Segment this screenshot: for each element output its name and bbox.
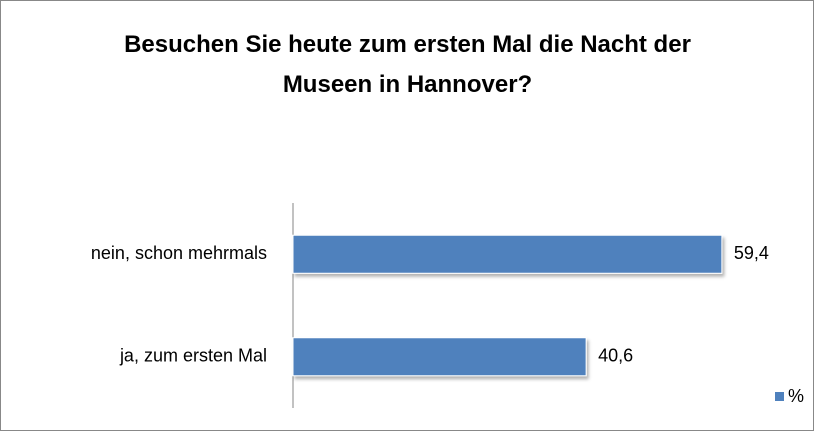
chart-title: Besuchen Sie heute zum ersten Mal die Na… (124, 31, 691, 98)
legend-label: % (788, 386, 804, 406)
title-box: Besuchen Sie heute zum ersten Mal die Na… (124, 31, 691, 98)
category-label: ja, zum ersten Mal (119, 346, 267, 366)
legend-swatch (775, 392, 784, 401)
bar (292, 234, 723, 274)
bar (292, 337, 587, 377)
value-label: 59,4 (734, 243, 769, 263)
category-label: nein, schon mehrmals (91, 243, 267, 263)
value-label: 40,6 (598, 346, 633, 366)
